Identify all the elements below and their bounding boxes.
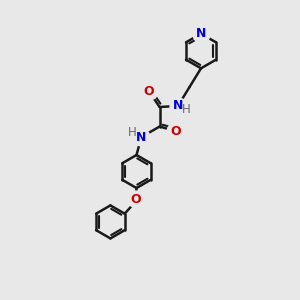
Text: O: O	[144, 85, 154, 98]
Text: O: O	[130, 193, 141, 206]
Text: N: N	[173, 99, 183, 112]
Text: N: N	[196, 27, 206, 40]
Text: N: N	[136, 130, 146, 143]
Text: H: H	[128, 126, 137, 139]
Text: H: H	[182, 103, 191, 116]
Text: O: O	[170, 124, 181, 137]
